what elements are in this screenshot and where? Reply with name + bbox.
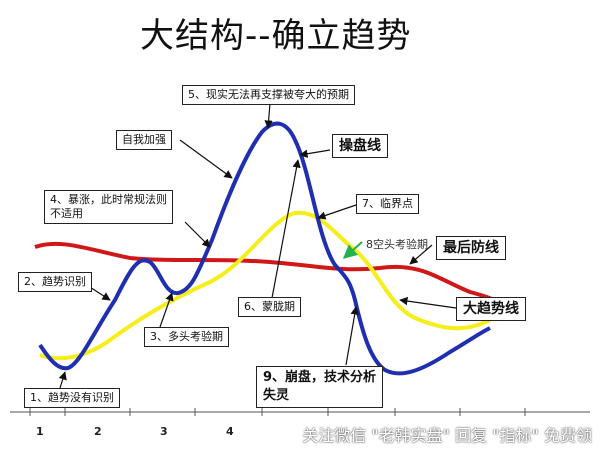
axis-tick-3: 3 (160, 425, 168, 438)
axis-tick-2: 2 (94, 425, 102, 438)
label-trend-not-identified: 1、趋势没有识别 (24, 388, 120, 408)
axis-tick-4: 4 (226, 425, 234, 438)
label-surge: 4、暴涨，此时常规法则 不适用 (44, 190, 173, 224)
label-surge-line1: 4、暴涨，此时常规法则 (50, 193, 167, 206)
x-axis-ticks (29, 408, 526, 416)
label-surge-line2: 不适用 (50, 207, 83, 220)
label-self-reinforcing: 自我加强 (116, 130, 172, 150)
operator-line (38, 121, 491, 376)
page-title: 大结构--确立趋势 (140, 16, 412, 56)
watermark: 关注微信 "老韩实盘" 回复 "指标" 免费领 (302, 426, 592, 445)
green-arrow (342, 241, 363, 259)
label-collapse: 9、崩盘，技术分析 失灵 (256, 366, 384, 408)
label-bull-test-period: 3、多头考验期 (144, 327, 229, 347)
label-critical-point: 7、临界点 (356, 194, 419, 214)
label-bear-test-period: 8空头考验期 (366, 238, 428, 251)
big-trend-line (39, 210, 491, 361)
label-expectation-unsupported: 5、现实无法再支撑被夸大的预期 (182, 85, 355, 105)
label-hazy-period: 6、蒙胧期 (238, 297, 301, 317)
legend-last-defense: 最后防线 (436, 236, 506, 260)
axis-tick-1: 1 (36, 425, 44, 438)
label-collapse-line2: 失灵 (263, 388, 290, 403)
label-trend-identified: 2、趋势识别 (18, 272, 92, 292)
legend-operator-line: 操盘线 (332, 134, 388, 158)
last-defense-line (34, 241, 500, 304)
annotation-arrows (58, 102, 457, 389)
label-collapse-line1: 9、崩盘，技术分析 (263, 370, 377, 385)
legend-big-trend: 大趋势线 (456, 297, 526, 321)
